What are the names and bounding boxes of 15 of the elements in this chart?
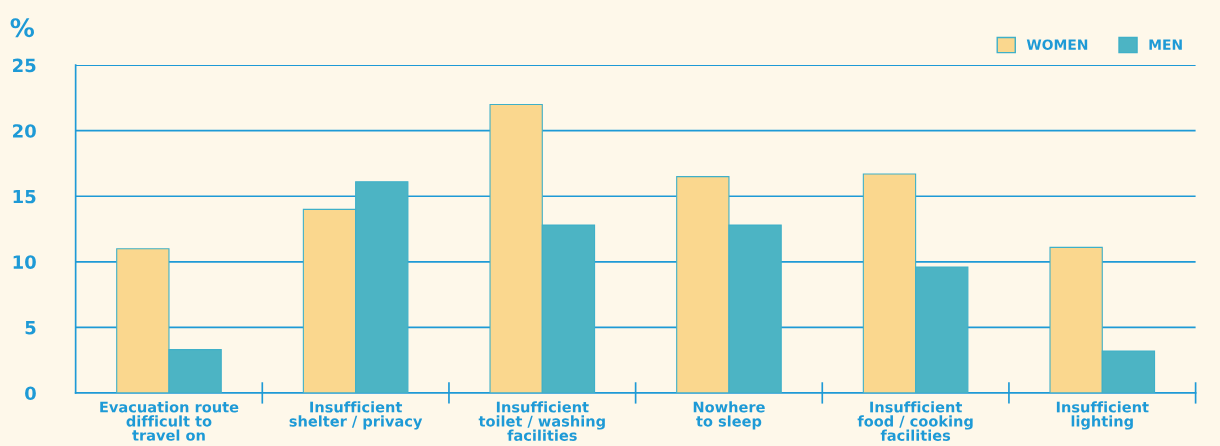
- x-tick-label: Nowhere to sleep: [693, 401, 765, 430]
- y-tick-label: 10: [13, 255, 36, 269]
- x-tick-label: Evacuation route difficult to travel on: [100, 401, 239, 441]
- y-tick-label: 0: [25, 386, 36, 401]
- x-tick-label: Insufficient shelter / privacy: [289, 401, 423, 430]
- legend-label: WOMEN: [1026, 39, 1088, 50]
- y-tick-label: 25: [13, 58, 36, 73]
- x-tick-label: Insufficient toilet / washing facilities: [478, 401, 605, 441]
- y-tick-label: 20: [13, 124, 36, 138]
- y-tick-label: 5: [25, 321, 36, 335]
- x-tick-label: Insufficient lighting: [1056, 401, 1149, 430]
- y-axis-title: %: [10, 18, 35, 38]
- y-tick-label: 15: [13, 189, 36, 204]
- legend-label: MEN: [1149, 39, 1182, 50]
- x-tick-label: Insufficient food / cooking facilities: [857, 401, 973, 441]
